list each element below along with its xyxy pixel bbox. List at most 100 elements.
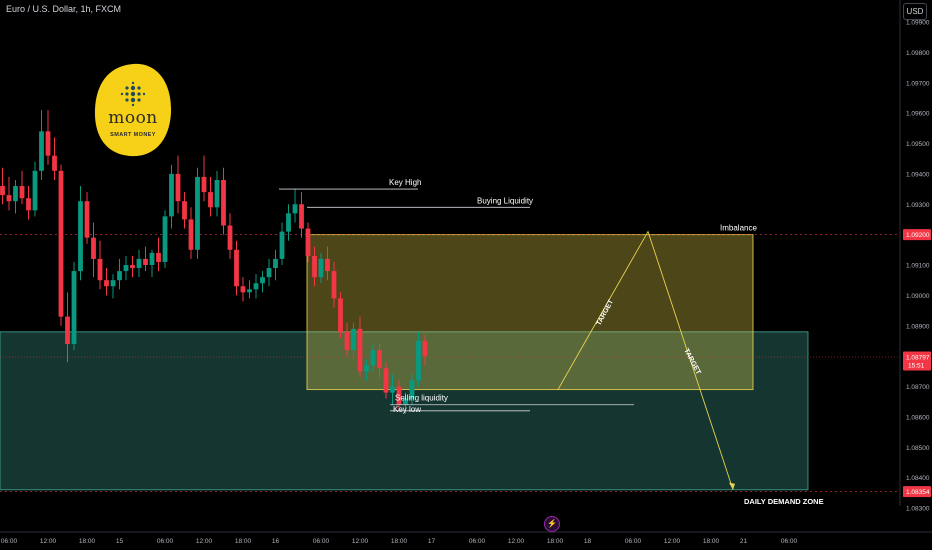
candle-body: [338, 298, 343, 332]
candle-body: [253, 283, 259, 290]
y-tick-label: 1.08300: [906, 506, 930, 513]
x-tick-label: 18:00: [391, 538, 408, 545]
y-tick-label: 1.09800: [906, 50, 930, 57]
candle-body: [201, 176, 207, 193]
candle-body: [136, 258, 142, 269]
candle-body: [240, 286, 246, 293]
imbalance-label: Imbalance: [720, 224, 757, 233]
candle-body: [58, 170, 64, 317]
candle-body: [312, 255, 317, 278]
last-price-tag-bg: [903, 351, 931, 371]
candle-body: [6, 195, 12, 202]
price-tag-1.08354: 1.08354: [906, 489, 930, 496]
candle-body: [208, 192, 213, 208]
candle-body: [162, 216, 168, 262]
x-tick-label: 21: [740, 538, 748, 545]
symbol-title[interactable]: Euro / U.S. Dollar, 1h, FXCM: [6, 4, 122, 14]
candle-body: [32, 170, 38, 211]
candle-body: [305, 228, 311, 256]
candle-body: [65, 316, 70, 344]
x-tick-label: 12:00: [664, 538, 681, 545]
candle-body: [260, 277, 265, 284]
candle-body: [78, 201, 83, 272]
y-tick-label: 1.09500: [906, 141, 930, 148]
x-tick-label: 06:00: [313, 538, 330, 545]
candle-body: [266, 268, 272, 278]
candle-body: [182, 201, 187, 220]
key-low-label: Key low: [393, 405, 421, 414]
logo-word: moon: [108, 108, 158, 128]
candle-body: [156, 252, 161, 262]
y-tick-label: 1.08400: [906, 475, 930, 482]
candle-body: [351, 328, 356, 351]
candle-body: [273, 258, 278, 269]
y-tick-label: 1.08500: [906, 445, 930, 452]
price-tag-1.08354-bg: [903, 486, 931, 498]
x-tick-label: 12:00: [196, 538, 213, 545]
candle-body: [325, 258, 330, 272]
candle-body: [227, 225, 233, 250]
candle-body: [110, 280, 116, 287]
candle-body: [357, 328, 363, 372]
candle-body: [318, 258, 324, 278]
candle-body: [247, 289, 252, 293]
logo-shape: [94, 63, 172, 157]
x-tick-label: 16: [272, 538, 280, 545]
y-tick-label: 1.09300: [906, 202, 930, 209]
candle-body: [143, 258, 148, 265]
candle-body: [19, 186, 25, 199]
candle-body: [409, 380, 415, 399]
candle-body: [422, 340, 428, 357]
moon-logo: moon SMART MONEY: [94, 62, 172, 158]
candle-body: [45, 131, 51, 156]
x-tick-label: 06:00: [1, 538, 18, 545]
currency-button[interactable]: USD: [903, 3, 927, 20]
candle-body: [364, 365, 369, 372]
candle-body: [403, 398, 408, 405]
x-tick-label: 12:00: [508, 538, 525, 545]
candle-body: [39, 131, 44, 171]
candle-body: [195, 176, 200, 250]
x-tick-label: 12:00: [352, 538, 369, 545]
candle-body: [416, 340, 421, 381]
candle-body: [299, 204, 304, 229]
candle-body: [123, 265, 129, 272]
candle-body: [0, 186, 5, 196]
logo-blob: [94, 63, 172, 157]
x-tick-label: 06:00: [625, 538, 642, 545]
candle-body: [221, 179, 226, 226]
x-tick-label: 17: [428, 538, 436, 545]
target-projection: [557, 230, 734, 490]
candle-body: [370, 350, 376, 366]
buying-liquidity-label: Buying Liquidity: [477, 196, 533, 205]
candle-body: [169, 173, 174, 217]
x-tick-label: 18: [584, 538, 592, 545]
candle-body: [97, 258, 103, 281]
x-tick-label: 06:00: [157, 538, 174, 545]
target-arrowhead: [729, 482, 735, 490]
candle-body: [175, 173, 181, 202]
key-high-label: Key High: [389, 178, 421, 187]
candle-body: [117, 271, 122, 281]
x-tick-label: 15: [116, 538, 124, 545]
candle-body: [377, 350, 382, 369]
candle-body: [188, 219, 194, 250]
candle-body: [84, 201, 90, 238]
x-tick-label: 18:00: [703, 538, 720, 545]
candle-body: [71, 271, 77, 344]
candle-body: [130, 265, 135, 269]
candle-body: [331, 271, 337, 299]
last-price-tag: 1.08797: [906, 355, 930, 362]
candle-body: [344, 331, 350, 351]
candle-body: [292, 204, 298, 214]
candle-body: [390, 386, 395, 393]
candle-body: [91, 237, 96, 259]
x-tick-label: 18:00: [79, 538, 96, 545]
x-tick-label: 18:00: [235, 538, 252, 545]
lightning-icon[interactable]: ⚡: [544, 516, 560, 532]
candle-body: [234, 249, 239, 287]
last-price-tag-countdown: 15:51: [908, 363, 925, 370]
selling-liquidity-label: Selling liquidity: [395, 394, 448, 403]
